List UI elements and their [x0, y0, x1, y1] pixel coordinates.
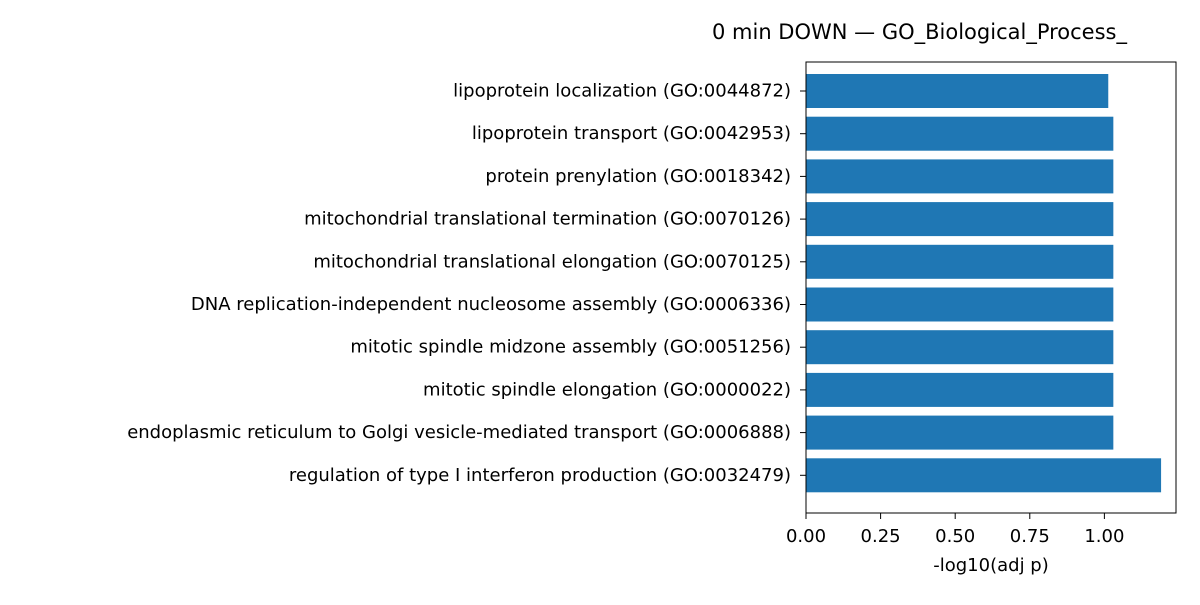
category-labels: lipoprotein localization (GO:0044872) lip…: [127, 81, 791, 486]
bar: [806, 116, 1114, 151]
category-label: endoplasmic reticulum to Golgi vesicle-m…: [127, 422, 791, 443]
category-label: lipoprotein localization (GO:0044872): [453, 81, 791, 102]
category-label: regulation of type I interferon producti…: [289, 465, 791, 486]
bar: [806, 159, 1114, 194]
x-tick-label: 0.75: [1010, 526, 1050, 547]
bar: [806, 287, 1114, 322]
category-label: protein prenylation (GO:0018342): [485, 166, 791, 187]
category-label: mitochondrial translational elongation (…: [313, 251, 791, 272]
bar: [806, 74, 1109, 108]
category-label: DNA replication-independent nucleosome a…: [191, 294, 791, 315]
bars-layer: [806, 74, 1162, 493]
x-tick-label: 0.25: [861, 526, 901, 547]
bar: [806, 202, 1114, 237]
x-tick-label: 0.00: [786, 526, 826, 547]
bar: [806, 415, 1114, 450]
category-label: mitochondrial translational termination …: [304, 209, 791, 230]
bar: [806, 244, 1114, 279]
category-label: mitotic spindle elongation (GO:0000022): [423, 379, 791, 400]
x-tick-label: 0.50: [935, 526, 975, 547]
x-ticks: 0.00 0.25 0.50 0.75 1.00: [786, 513, 1124, 547]
bar: [806, 330, 1114, 365]
x-tick-label: 1.00: [1084, 526, 1124, 547]
chart-title: 0 min DOWN — GO_Biological_Process_: [712, 20, 1127, 45]
category-label: lipoprotein transport (GO:0042953): [472, 123, 791, 144]
bar: [806, 372, 1114, 407]
category-label: mitotic spindle midzone assembly (GO:005…: [350, 337, 791, 358]
plot-frame: [805, 61, 1177, 514]
x-axis-label: -log10(adj p): [933, 555, 1049, 576]
bar: [806, 458, 1162, 493]
axes: [800, 61, 1177, 514]
